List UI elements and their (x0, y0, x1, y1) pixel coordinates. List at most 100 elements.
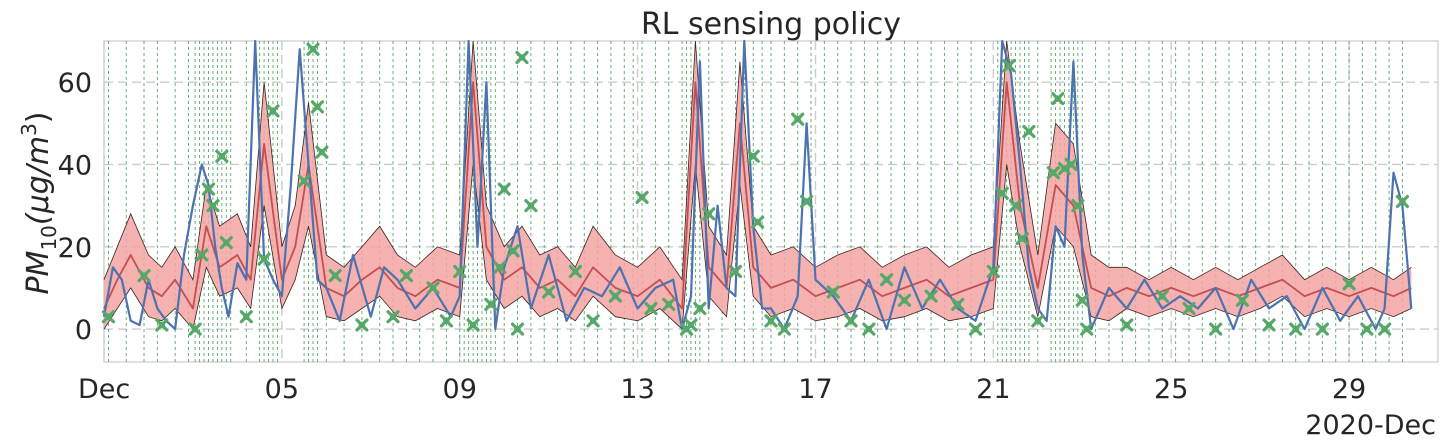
sensed-point-marker (799, 194, 814, 209)
marker-dot (1050, 169, 1057, 176)
x-tick-labels: Dec 05 09 13 17 21 25 29 (78, 374, 1366, 405)
x-tick-label: 21 (976, 374, 1010, 405)
marker-dot (456, 268, 463, 275)
sensed-point-marker (684, 318, 698, 332)
marker-dot (501, 185, 508, 193)
marker-dot (223, 239, 230, 246)
sensed-point-marker (101, 310, 116, 324)
marker-dot (260, 255, 268, 263)
y-tick-label: 40 (58, 150, 92, 181)
sensed-point-marker (439, 314, 453, 328)
sensed-point-marker (155, 318, 169, 332)
marker-dot (243, 313, 250, 320)
marker-dot (1123, 321, 1130, 329)
sensed-point-marker (215, 149, 229, 163)
plot-area (101, 39, 1439, 363)
sensed-point-marker (506, 244, 520, 258)
sensed-point-marker (662, 297, 676, 311)
sensed-point-marker (1031, 314, 1045, 328)
x-tick-label: 13 (620, 374, 654, 405)
marker-dot (954, 301, 961, 308)
sensed-point-marker (497, 182, 511, 196)
sensed-point-marker (586, 314, 600, 328)
sensed-point-marker (702, 207, 716, 221)
marker-dot (589, 317, 597, 325)
sensed-point-marker (1080, 322, 1094, 336)
y-axis-label-sup: 3 (17, 123, 41, 136)
marker-dot (429, 284, 437, 292)
sensed-point-marker (188, 322, 202, 336)
marker-dot (750, 153, 757, 160)
marker-dot (198, 251, 206, 259)
sensed-point-marker (1022, 124, 1036, 139)
sensed-point-marker (328, 268, 342, 283)
marker-dot (1079, 297, 1086, 304)
y-axis-label: PM10(μg/m3) (17, 111, 61, 294)
marker-dot (1399, 198, 1406, 205)
marker-dot (972, 325, 979, 333)
marker-dot (847, 317, 855, 325)
marker-dot (191, 325, 199, 333)
marker-dot (927, 292, 935, 300)
marker-dot (990, 268, 997, 275)
sensed-point-marker (844, 314, 858, 328)
marker-dot (1212, 325, 1219, 333)
sensed-point-marker (568, 264, 582, 279)
marker-dot (1363, 325, 1371, 333)
marker-dot (389, 313, 397, 320)
marker-dot (496, 264, 503, 271)
marker-dot (732, 268, 739, 275)
marker-dot (518, 54, 526, 61)
sensed-point-marker (826, 285, 840, 299)
marker-dot (105, 313, 112, 320)
sensed-point-marker (257, 252, 271, 266)
marker-dot (1345, 280, 1353, 288)
y-axis-label-sub: 10 (37, 225, 61, 250)
sensed-point-marker (644, 301, 658, 316)
sensed-point-marker (880, 273, 894, 287)
sensed-point-marker (1378, 322, 1392, 336)
marker-dot (1319, 325, 1326, 333)
sensed-point-marker (493, 260, 507, 274)
marker-dot (209, 202, 217, 209)
sensed-point-marker (426, 281, 440, 295)
sensed-point-marker (1051, 92, 1065, 106)
marker-dot (1012, 202, 1019, 209)
marker-dot (1067, 161, 1075, 168)
sensed-point-marker (608, 289, 622, 303)
x-axis-offset-label: 2020-Dec (1305, 410, 1436, 441)
sensed-point-marker (1015, 231, 1029, 246)
sensed-point-marker (524, 199, 538, 213)
marker-dot (314, 103, 321, 111)
sensed-point-marker (1002, 59, 1016, 73)
sensed-point-marker (515, 50, 529, 65)
marker-dot (572, 268, 579, 275)
marker-dot (665, 301, 672, 308)
y-axis-label-close: ) (21, 111, 56, 123)
series-lines (102, 39, 1413, 331)
sensed-point-marker (1008, 199, 1023, 213)
marker-dot (1054, 95, 1062, 102)
marker-dot (332, 272, 339, 279)
sensed-point-marker (484, 297, 498, 311)
marker-dot (487, 301, 495, 308)
sensed-point-marker (968, 322, 983, 336)
sensed-point-marker (1342, 277, 1356, 291)
y-tick-label: 20 (58, 233, 92, 264)
sensed-point-marker (297, 174, 311, 188)
sensed-point-marker (751, 215, 765, 229)
marker-dot (883, 276, 890, 283)
sensed-point-marker (1182, 301, 1196, 316)
marker-dot (1381, 325, 1388, 333)
marker-dot (1292, 325, 1299, 333)
sensed-point-marker (206, 199, 220, 213)
marker-dot (309, 46, 317, 53)
marker-dot (794, 115, 801, 123)
sensed-point-marker (862, 322, 876, 336)
sensed-point-marker (635, 190, 649, 204)
sensed-point-marker (542, 285, 556, 299)
sensed-point-marker (897, 293, 911, 307)
sensed-point-marker (195, 248, 209, 262)
marker-dot (269, 107, 277, 115)
